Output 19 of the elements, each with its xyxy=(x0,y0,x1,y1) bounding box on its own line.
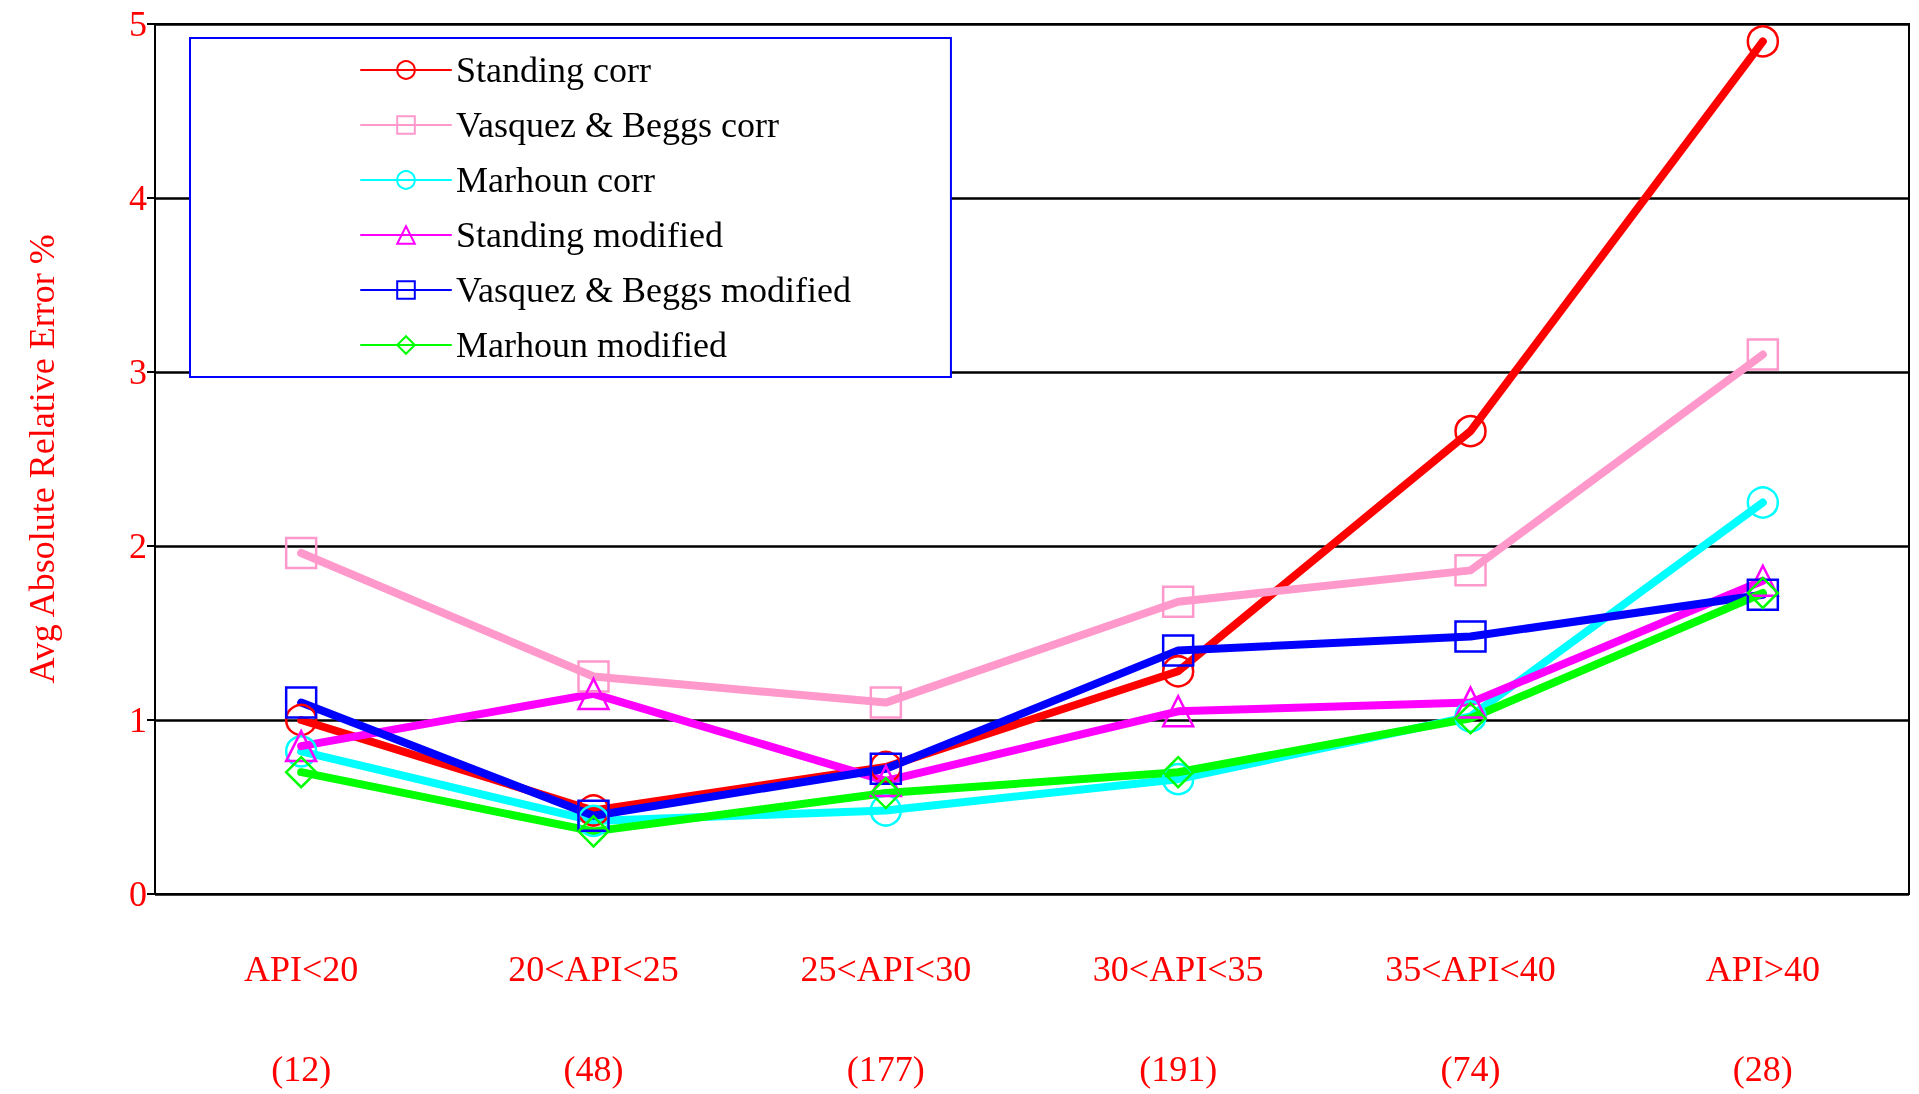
y-tick-label: 1 xyxy=(129,700,147,740)
legend-label: Standing corr xyxy=(456,50,651,90)
category-label: API>40 (28) xyxy=(1705,949,1820,1089)
y-tick-label: 0 xyxy=(129,874,147,914)
category-label: 20<API<25 (48) xyxy=(508,949,679,1089)
category-label: 30<API<35 (191) xyxy=(1092,949,1264,1089)
legend-label: Vasquez & Beggs corr xyxy=(456,105,779,145)
legend-label: Marhoun corr xyxy=(456,160,655,200)
category-label: 25<API<30 (177) xyxy=(800,949,972,1089)
y-tick-label: 4 xyxy=(129,178,147,218)
legend-label: Marhoun modified xyxy=(456,325,727,365)
y-axis-title: Avg Absolute Relative Error % xyxy=(22,234,62,684)
category-label: API<20 (12) xyxy=(244,949,359,1089)
legend-label: Vasquez & Beggs modified xyxy=(456,270,851,310)
y-tick-label: 3 xyxy=(129,352,147,392)
y-tick-label: 2 xyxy=(129,526,147,566)
legend-label: Standing modified xyxy=(456,215,723,255)
category-label: 35<API<40 (74) xyxy=(1385,949,1556,1089)
y-tick-label: 5 xyxy=(129,4,147,44)
